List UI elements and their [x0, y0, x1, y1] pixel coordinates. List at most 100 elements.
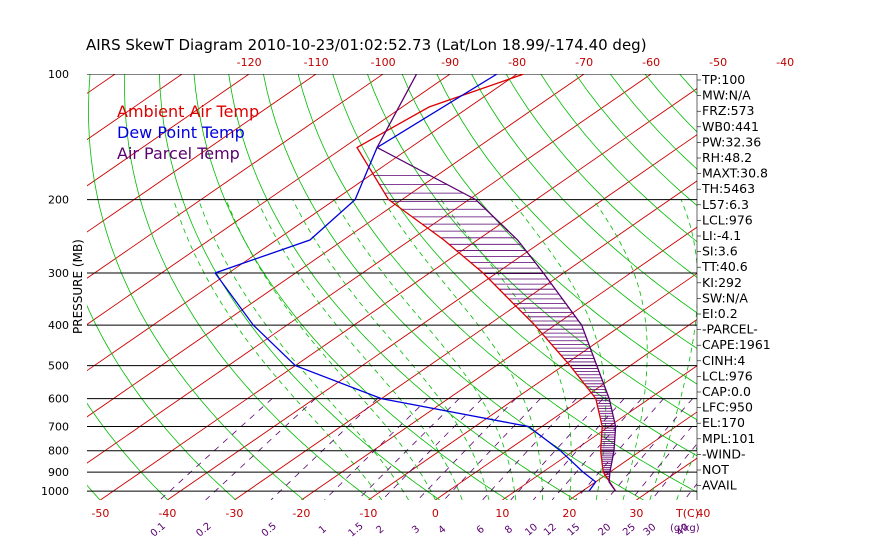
- bottom-temp-tick-label: 30: [629, 507, 643, 520]
- index-label: -PARCEL-: [702, 322, 758, 337]
- index-label: LCL:976: [702, 212, 753, 227]
- mixing-ratio-line: [510, 398, 604, 500]
- index-label: SW:N/A: [702, 290, 748, 305]
- temp-unit-label: T(C): [675, 507, 699, 520]
- isotherm-line: [87, 74, 585, 418]
- legend-dewpoint: Dew Point Temp: [117, 123, 245, 142]
- mixing-ratio-line: [159, 398, 273, 500]
- isotherm-line: [87, 74, 518, 372]
- mixing-ratio-tick-label: 8: [503, 524, 515, 537]
- mixing-ratio-line: [357, 398, 460, 500]
- pressure-tick-label: 900: [48, 466, 69, 479]
- index-label: FRZ:573: [702, 103, 755, 118]
- top-temp-tick-label: -70: [575, 56, 593, 69]
- dry-adiabat-line: [297, 74, 697, 493]
- isotherm-line: [87, 74, 250, 187]
- ambient-profile-line: [356, 74, 617, 492]
- dry-adiabat-line: [87, 402, 169, 500]
- moist-adiabat-line: [676, 445, 697, 500]
- mixing-ratio-tick-label: 2: [375, 524, 387, 537]
- index-label: LCL:976: [702, 368, 753, 383]
- dry-adiabat-line: [471, 74, 697, 314]
- moist-adiabat-line: [382, 199, 543, 500]
- isotherm-line: [301, 226, 697, 500]
- index-label: -WIND-: [702, 446, 746, 461]
- mixing-ratio-tick-label: 3: [410, 524, 422, 537]
- dry-adiabat-line: [436, 74, 697, 349]
- top-temp-tick-label: -90: [441, 56, 459, 69]
- isotherm-line: [234, 180, 697, 500]
- index-label: LFC:950: [702, 400, 753, 415]
- index-label: AVAIL: [702, 478, 737, 493]
- pressure-tick-label: 300: [48, 267, 69, 280]
- mixing-ratio-line: [324, 398, 429, 500]
- index-label: NOT: [702, 462, 729, 477]
- moist-adiabat-line: [440, 199, 572, 500]
- y-axis-label: PRESSURE (MB): [71, 239, 85, 334]
- mixing-ratio-line: [381, 398, 483, 500]
- pressure-tick-label: 600: [48, 393, 69, 406]
- cape-hatching: [373, 174, 616, 481]
- dewpoint-profile-line: [214, 74, 597, 492]
- index-label: WB0:441: [702, 119, 759, 134]
- pressure-tick-label: 700: [48, 421, 69, 434]
- moist-adiabat-line: [256, 199, 463, 500]
- mixing-ratio-tick-label: 6: [475, 524, 487, 537]
- pressure-tick-label: 500: [48, 360, 69, 373]
- moist-adiabat-line: [592, 199, 648, 500]
- mixing-ratio-line: [482, 398, 577, 500]
- bottom-temp-tick-label: 40: [696, 507, 710, 520]
- isotherm-line: [502, 365, 697, 500]
- index-label: PW:32.36: [702, 134, 761, 149]
- dry-adiabat-line: [505, 74, 697, 278]
- parcel-profile-line: [376, 74, 617, 492]
- legend: Ambient Air Temp Dew Point Temp Air Parc…: [117, 102, 259, 163]
- moist-adiabat-line: [198, 199, 409, 500]
- isotherm-line: [87, 74, 652, 464]
- dry-adiabat-line: [263, 74, 644, 500]
- mixing-ratio-line: [551, 398, 642, 500]
- isotherm-line: [87, 74, 384, 279]
- bottom-temp-tick-label: -50: [91, 507, 109, 520]
- mixing-ratio-line: [630, 419, 697, 500]
- top-temp-tick-label: -50: [709, 56, 727, 69]
- index-label: CAPE:1961: [702, 337, 771, 352]
- mixing-ratio-line: [651, 443, 697, 500]
- isotherm-line: [435, 319, 697, 500]
- mixing-ratio-tick-label: 4: [436, 524, 448, 537]
- top-temp-tick-label: -120: [237, 56, 262, 69]
- index-label: RH:48.2: [702, 150, 752, 165]
- index-label: MAXT:30.8: [702, 166, 768, 181]
- legend-parcel: Air Parcel Temp: [117, 144, 240, 163]
- isotherm-line: [100, 88, 697, 500]
- bottom-temp-tick-label: 0: [432, 507, 439, 520]
- top-temp-tick-label: -40: [776, 56, 794, 69]
- dry-adiabat-line: [332, 74, 697, 457]
- pressure-tick-label: 800: [48, 445, 69, 458]
- index-label: L57:6.3: [702, 197, 749, 212]
- mixing-ratio-unit-label: (g/kg): [670, 523, 700, 534]
- index-label: CAP:0.0: [702, 384, 751, 399]
- stability-indices: TP:100MW:N/AFRZ:573WB0:441PW:32.36RH:48.…: [697, 72, 771, 493]
- bottom-temp-tick-label: -40: [158, 507, 176, 520]
- top-temp-tick-label: -80: [508, 56, 526, 69]
- moist-adiabat-line: [173, 199, 383, 500]
- index-label: MW:N/A: [702, 88, 751, 103]
- isotherm-line: [368, 272, 697, 500]
- moist-adiabat-line: [333, 199, 517, 500]
- bottom-temp-tick-label: -10: [359, 507, 377, 520]
- pressure-tick-label: 1000: [41, 485, 69, 498]
- profile-lines: [214, 74, 617, 492]
- index-label: KI:292: [702, 275, 742, 290]
- index-label: LI:-4.1: [702, 228, 741, 243]
- dry-adiabat-line: [87, 304, 237, 500]
- dry-adiabat-line: [401, 74, 697, 385]
- mixing-ratio-line: [532, 398, 625, 500]
- mixing-ratio-tick-label: 1: [317, 524, 329, 537]
- top-temp-tick-label: -60: [642, 56, 660, 69]
- index-label: SI:3.6: [702, 244, 738, 259]
- grid-lines: [87, 74, 697, 500]
- moist-adiabat-line: [292, 199, 490, 500]
